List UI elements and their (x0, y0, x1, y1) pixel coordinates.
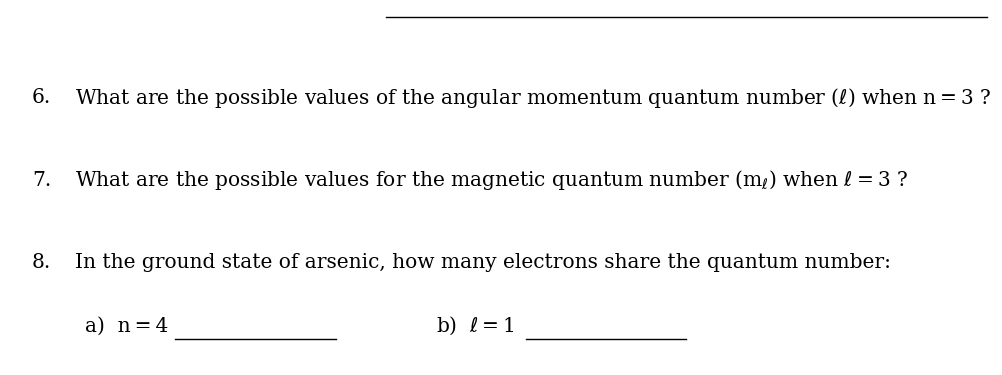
Text: 7.: 7. (32, 171, 51, 189)
Text: b)  $\ell$ = 1: b) $\ell$ = 1 (436, 315, 515, 338)
Text: 6.: 6. (32, 88, 51, 107)
Text: a)  n = 4: a) n = 4 (85, 317, 168, 336)
Text: In the ground state of arsenic, how many electrons share the quantum number:: In the ground state of arsenic, how many… (75, 253, 891, 272)
Text: What are the possible values of the angular momentum quantum number ($\ell$) whe: What are the possible values of the angu… (75, 86, 992, 109)
Text: 8.: 8. (32, 253, 51, 272)
Text: What are the possible values for the magnetic quantum number (m$_\ell$) when $\e: What are the possible values for the mag… (75, 168, 908, 192)
